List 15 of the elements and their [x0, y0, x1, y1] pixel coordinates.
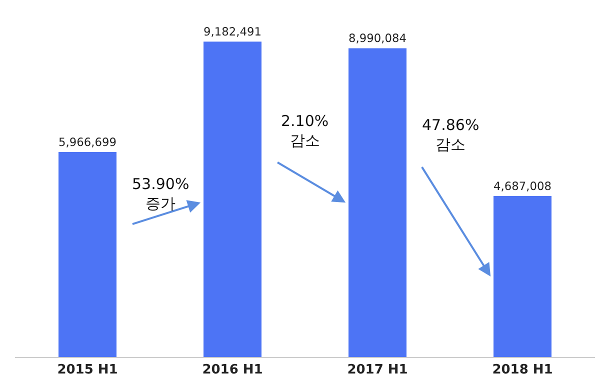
annotation: 47.86% 감소	[422, 116, 480, 154]
x-tick-label: 2016 H1	[202, 362, 263, 378]
bar	[494, 196, 552, 357]
x-tick-label: 2018 H1	[492, 362, 553, 378]
bar	[58, 152, 116, 357]
bar	[348, 48, 406, 357]
bar	[204, 42, 262, 357]
data-label: 4,687,008	[494, 178, 552, 193]
data-label: 8,990,084	[348, 31, 406, 46]
annotation: 53.90% 증가	[132, 175, 190, 212]
x-tick-label: 2015 H1	[57, 362, 118, 378]
annotation: 2.10% 감소	[281, 112, 329, 150]
x-tick-label: 2017 H1	[347, 362, 408, 378]
data-label: 9,182,491	[204, 24, 262, 39]
data-label: 5,966,699	[58, 135, 116, 150]
